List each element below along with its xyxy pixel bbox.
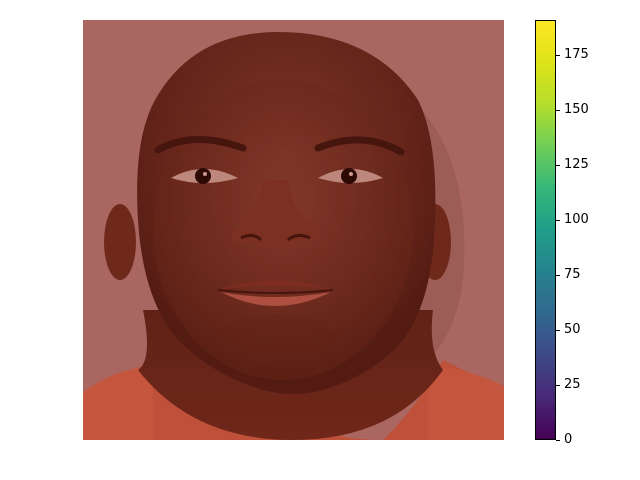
face-image-overlay	[83, 20, 504, 440]
mouth-line	[217, 289, 334, 294]
colorbar-tick-label: 50	[564, 322, 581, 338]
chin-shadow	[215, 315, 335, 365]
colorbar-tick-label: 150	[564, 102, 589, 118]
colorbar-tick-label: 25	[564, 377, 581, 393]
colorbar-tick-label: 100	[564, 212, 589, 228]
ear-left	[104, 204, 136, 280]
lower-lip	[221, 292, 331, 306]
eyebrow-right	[314, 136, 405, 156]
colorbar-tick-label: 175	[564, 47, 589, 63]
colorbar-gradient	[535, 20, 556, 440]
colorbar-tick-label: 75	[564, 267, 581, 283]
colorbar-tick-mark	[556, 164, 560, 166]
colorbar-tick-mark	[556, 439, 560, 441]
colorbar-tick-mark	[556, 109, 560, 111]
colorbar: 0 25 50 75 100 125 150 175	[535, 20, 589, 447]
nostril-right	[287, 233, 311, 242]
nostril-left	[240, 233, 263, 242]
colorbar-tick-mark	[556, 54, 560, 56]
eye-left	[171, 168, 238, 184]
colorbar-tick-mark	[556, 329, 560, 331]
tint-overlay	[83, 20, 504, 440]
upper-lip	[218, 280, 333, 290]
eye-right	[318, 168, 383, 184]
shirt-shoulder-right	[428, 365, 504, 440]
colorbar-tick-mark	[556, 384, 560, 386]
colorbar-tick-label: 125	[564, 157, 589, 173]
nose	[232, 180, 319, 247]
face-image	[83, 20, 504, 440]
colorbar-tick-mark	[556, 219, 560, 221]
colorbar-tick-mark	[556, 274, 560, 276]
shirt-shoulder-left	[83, 365, 153, 440]
eyebrow-left	[154, 136, 247, 154]
colorbar-tick-label: 0	[564, 432, 573, 447]
